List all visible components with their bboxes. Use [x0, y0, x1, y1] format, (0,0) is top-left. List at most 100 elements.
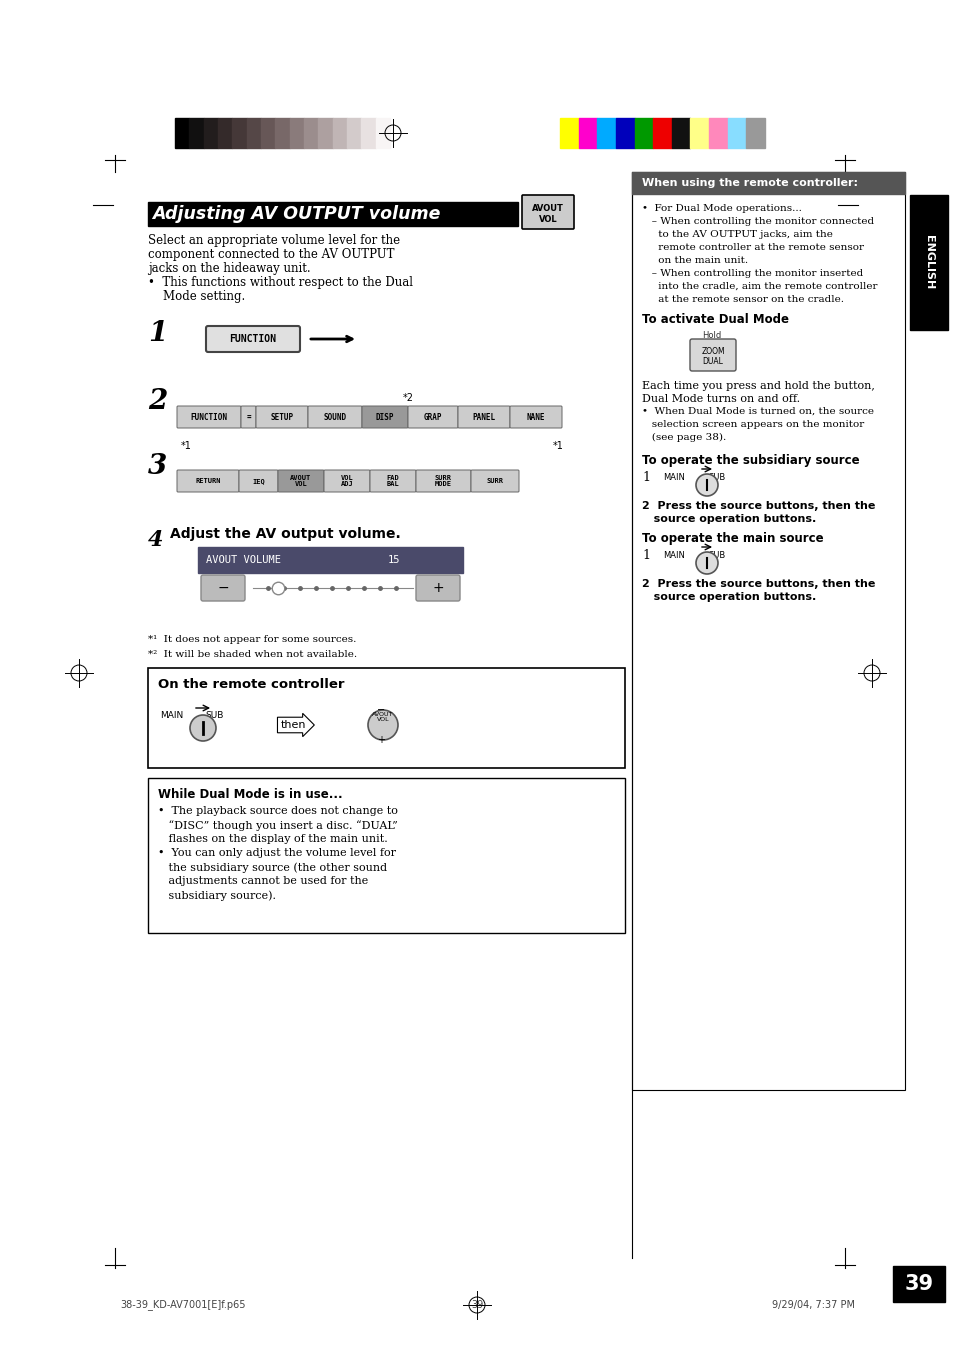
Text: *1: *1: [181, 440, 192, 451]
Text: DISP: DISP: [375, 412, 394, 422]
Text: SUB: SUB: [708, 550, 725, 559]
Text: •  The playback source does not change to: • The playback source does not change to: [158, 807, 397, 816]
FancyBboxPatch shape: [689, 339, 735, 372]
FancyBboxPatch shape: [521, 195, 574, 230]
Bar: [347, 118, 361, 149]
Text: +: +: [432, 581, 443, 594]
Bar: [559, 118, 578, 149]
FancyBboxPatch shape: [201, 576, 245, 601]
Bar: [189, 118, 203, 149]
Text: To operate the subsidiary source: To operate the subsidiary source: [641, 454, 859, 467]
Text: •  This functions without respect to the Dual: • This functions without respect to the …: [148, 276, 413, 289]
Text: 2: 2: [148, 388, 167, 415]
Text: •  You can only adjust the volume level for: • You can only adjust the volume level f…: [158, 848, 395, 858]
Text: 4: 4: [148, 530, 163, 551]
Text: SUB: SUB: [708, 473, 725, 481]
FancyBboxPatch shape: [277, 470, 324, 492]
Bar: [634, 118, 653, 149]
Text: then: then: [280, 720, 305, 730]
Bar: [318, 118, 333, 149]
Text: flashes on the display of the main unit.: flashes on the display of the main unit.: [158, 834, 387, 844]
Bar: [290, 118, 304, 149]
Text: Mode setting.: Mode setting.: [148, 290, 245, 303]
Bar: [892, 1266, 944, 1302]
Text: jacks on the hideaway unit.: jacks on the hideaway unit.: [148, 262, 311, 276]
Text: – When controlling the monitor connected: – When controlling the monitor connected: [641, 218, 873, 226]
Text: source operation buttons.: source operation buttons.: [641, 513, 816, 524]
FancyBboxPatch shape: [241, 407, 255, 428]
Bar: [653, 118, 671, 149]
Text: selection screen appears on the monitor: selection screen appears on the monitor: [641, 420, 863, 430]
Text: *2: *2: [402, 393, 414, 403]
Bar: [616, 118, 634, 149]
Text: the subsidiary source (the other sound: the subsidiary source (the other sound: [158, 862, 387, 873]
Bar: [203, 118, 218, 149]
Bar: [909, 195, 947, 330]
Text: SURR
MODE: SURR MODE: [435, 474, 452, 488]
FancyBboxPatch shape: [308, 407, 361, 428]
FancyBboxPatch shape: [239, 470, 277, 492]
Bar: [361, 118, 375, 149]
Bar: [631, 172, 904, 195]
FancyBboxPatch shape: [510, 407, 561, 428]
Text: SOUND: SOUND: [323, 412, 346, 422]
Circle shape: [696, 553, 718, 574]
Bar: [174, 118, 189, 149]
Text: VOL
ADJ: VOL ADJ: [340, 474, 353, 488]
Text: VOL: VOL: [538, 215, 557, 223]
FancyBboxPatch shape: [416, 470, 471, 492]
Text: 3: 3: [148, 453, 167, 480]
Circle shape: [696, 474, 718, 496]
Text: 1: 1: [148, 320, 167, 347]
Text: adjustments cannot be used for the: adjustments cannot be used for the: [158, 875, 368, 886]
FancyBboxPatch shape: [408, 407, 457, 428]
Text: ENGLISH: ENGLISH: [923, 235, 933, 289]
Text: On the remote controller: On the remote controller: [158, 677, 344, 690]
Text: 39: 39: [471, 1300, 482, 1310]
Text: Select an appropriate volume level for the: Select an appropriate volume level for t…: [148, 234, 399, 247]
FancyBboxPatch shape: [471, 470, 518, 492]
Text: (see page 38).: (see page 38).: [641, 434, 725, 442]
Text: subsidiary source).: subsidiary source).: [158, 890, 275, 901]
Text: *1: *1: [553, 440, 563, 451]
Bar: [375, 118, 390, 149]
Text: AVOUT
VOL: AVOUT VOL: [290, 474, 312, 488]
Bar: [727, 118, 745, 149]
Text: NANE: NANE: [526, 412, 545, 422]
FancyBboxPatch shape: [206, 326, 299, 353]
Text: ZOOM: ZOOM: [700, 347, 724, 357]
Bar: [597, 118, 616, 149]
FancyBboxPatch shape: [324, 470, 370, 492]
Bar: [198, 547, 462, 573]
Text: 1: 1: [641, 549, 649, 562]
Bar: [690, 118, 708, 149]
Text: on the main unit.: on the main unit.: [641, 255, 747, 265]
Text: 38-39_KD-AV7001[E]f.p65: 38-39_KD-AV7001[E]f.p65: [120, 1300, 245, 1310]
Text: 39: 39: [903, 1274, 933, 1294]
Text: SETUP: SETUP: [270, 412, 294, 422]
Bar: [304, 118, 318, 149]
Text: •  For Dual Mode operations...: • For Dual Mode operations...: [641, 204, 801, 213]
Text: source operation buttons.: source operation buttons.: [641, 592, 816, 603]
Circle shape: [190, 715, 215, 740]
Text: at the remote sensor on the cradle.: at the remote sensor on the cradle.: [641, 295, 843, 304]
Bar: [233, 118, 247, 149]
FancyBboxPatch shape: [255, 407, 308, 428]
Text: RETURN: RETURN: [195, 478, 220, 484]
FancyBboxPatch shape: [457, 407, 510, 428]
Text: 1: 1: [641, 471, 649, 484]
Text: to the AV OUTPUT jacks, aim the: to the AV OUTPUT jacks, aim the: [641, 230, 832, 239]
Text: Adjust the AV output volume.: Adjust the AV output volume.: [170, 527, 400, 540]
Text: +: +: [376, 735, 385, 744]
Bar: [578, 118, 597, 149]
Text: FUNCTION: FUNCTION: [191, 412, 227, 422]
Bar: [275, 118, 290, 149]
Text: GRAP: GRAP: [423, 412, 442, 422]
Text: component connected to the AV OUTPUT: component connected to the AV OUTPUT: [148, 249, 395, 261]
Text: – When controlling the monitor inserted: – When controlling the monitor inserted: [641, 269, 862, 278]
Bar: [218, 118, 233, 149]
Bar: [708, 118, 727, 149]
FancyBboxPatch shape: [177, 407, 241, 428]
Text: 2  Press the source buttons, then the: 2 Press the source buttons, then the: [641, 501, 875, 511]
Text: While Dual Mode is in use...: While Dual Mode is in use...: [158, 788, 342, 801]
